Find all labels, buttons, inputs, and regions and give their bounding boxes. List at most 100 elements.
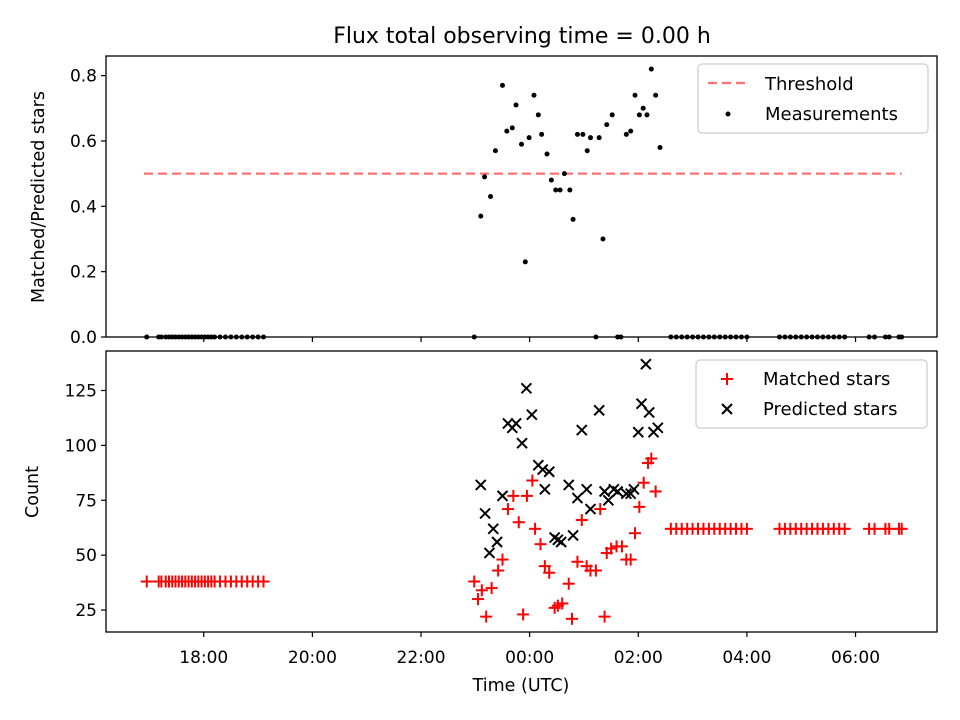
bottom-data-points: [140, 358, 908, 625]
predicted-star-point: [536, 463, 549, 476]
measurement-point: [526, 135, 532, 141]
predicted-star-point: [520, 382, 533, 395]
measurement-point: [535, 112, 541, 118]
measurement-point: [261, 334, 267, 340]
x-tick-label: 18:00: [179, 648, 228, 668]
legend-matched-label: Matched stars: [763, 369, 890, 390]
measurement-point: [567, 187, 573, 193]
matched-star-point: [629, 527, 642, 540]
matched-star-point: [538, 560, 551, 573]
measurement-point: [244, 334, 250, 340]
measurement-point: [478, 213, 484, 219]
x-tick-label: 00:00: [505, 648, 554, 668]
x-axis-label: Time (UTC): [472, 676, 570, 696]
matched-star-point: [517, 608, 530, 621]
measurement-point: [787, 334, 793, 340]
matched-star-point: [594, 503, 607, 516]
measurement-point: [482, 174, 488, 180]
measurement-point: [509, 125, 515, 131]
matched-star-point: [645, 452, 658, 465]
measurement-point: [644, 112, 650, 118]
measurement-point: [673, 334, 679, 340]
measurement-point: [804, 334, 810, 340]
measurement-point: [519, 141, 524, 147]
predicted-star-point: [598, 485, 611, 498]
predicted-star-point: [479, 507, 491, 520]
measurement-point: [793, 334, 799, 340]
matched-star-point: [598, 610, 611, 623]
measurement-point: [158, 334, 164, 340]
matched-star-point: [543, 566, 556, 579]
matched-star-point: [468, 575, 481, 588]
measurement-point: [561, 171, 567, 177]
measurement-point: [570, 216, 576, 222]
bottom-legend: Matched stars Predicted stars: [695, 359, 928, 429]
matched-star-point: [633, 500, 646, 513]
measurement-point: [831, 334, 837, 340]
predicted-star-point: [632, 426, 644, 438]
measurement-point: [744, 334, 750, 340]
y-tick-label: 0.0: [70, 328, 97, 348]
measurement-point: [144, 334, 150, 340]
measurement-point: [618, 334, 624, 340]
predicted-star-point: [496, 490, 509, 502]
measurement-point: [668, 334, 674, 340]
measurement-point: [711, 334, 717, 340]
predicted-star-point: [580, 483, 593, 496]
measurement-point: [513, 102, 519, 108]
predicted-star-point: [483, 547, 496, 559]
measurement-point: [217, 334, 223, 340]
measurement-point: [250, 334, 256, 340]
bottom-legend-box: [695, 359, 928, 429]
measurement-point: [733, 334, 739, 340]
measurement-point: [679, 334, 685, 340]
matched-star-point: [480, 610, 493, 623]
measurement-point: [809, 334, 815, 340]
matched-star-point: [526, 474, 539, 487]
measurement-point: [492, 148, 498, 154]
bottom-panel: 25 50 75 100 125 18:00 20:00 22:00 00:00 02:00 04:…: [23, 350, 938, 696]
matched-star-point: [556, 597, 569, 610]
measurement-point: [544, 151, 550, 157]
measurement-point: [548, 177, 554, 183]
legend-measurements-label: Measurements: [765, 104, 898, 125]
matched-star-point: [507, 489, 520, 502]
matched-star-point: [838, 522, 851, 535]
matched-star-point: [571, 555, 584, 568]
measurement-point: [471, 334, 477, 340]
measurement-point: [522, 259, 528, 265]
y-tick-label: 0.8: [70, 67, 97, 87]
measurement-point: [553, 187, 559, 193]
measurement-point: [872, 334, 878, 340]
measurement-point: [600, 236, 606, 242]
measurement-point: [580, 131, 586, 137]
y-tick-label: 0.4: [70, 197, 97, 217]
legend-matched-swatch: [721, 373, 733, 385]
measurement-point: [648, 66, 654, 72]
measurement-point: [825, 334, 831, 340]
matched-star-point: [740, 522, 753, 535]
x-tick-label: 06:00: [831, 648, 880, 668]
measurement-point: [584, 148, 590, 154]
predicted-star-point: [567, 529, 579, 542]
top-plot-frame: [105, 55, 938, 338]
measurement-point: [684, 334, 690, 340]
predicted-star-point: [611, 485, 624, 498]
matched-star-point: [562, 577, 575, 590]
measurement-point: [738, 334, 744, 340]
x-tick-label: 20:00: [288, 648, 337, 668]
matched-star-point: [529, 522, 542, 535]
measurement-point: [499, 82, 505, 88]
matched-star-point: [501, 503, 514, 516]
measurement-point: [628, 128, 634, 134]
measurement-point: [228, 334, 234, 340]
measurement-point: [776, 334, 782, 340]
measurement-point: [504, 128, 510, 134]
top-data-points: [144, 66, 905, 340]
predicted-star-point: [652, 422, 664, 434]
predicted-star-point: [628, 483, 640, 496]
measurement-point: [596, 135, 602, 141]
matched-star-point: [534, 538, 547, 551]
measurement-point: [886, 334, 892, 340]
measurement-point: [700, 334, 706, 340]
